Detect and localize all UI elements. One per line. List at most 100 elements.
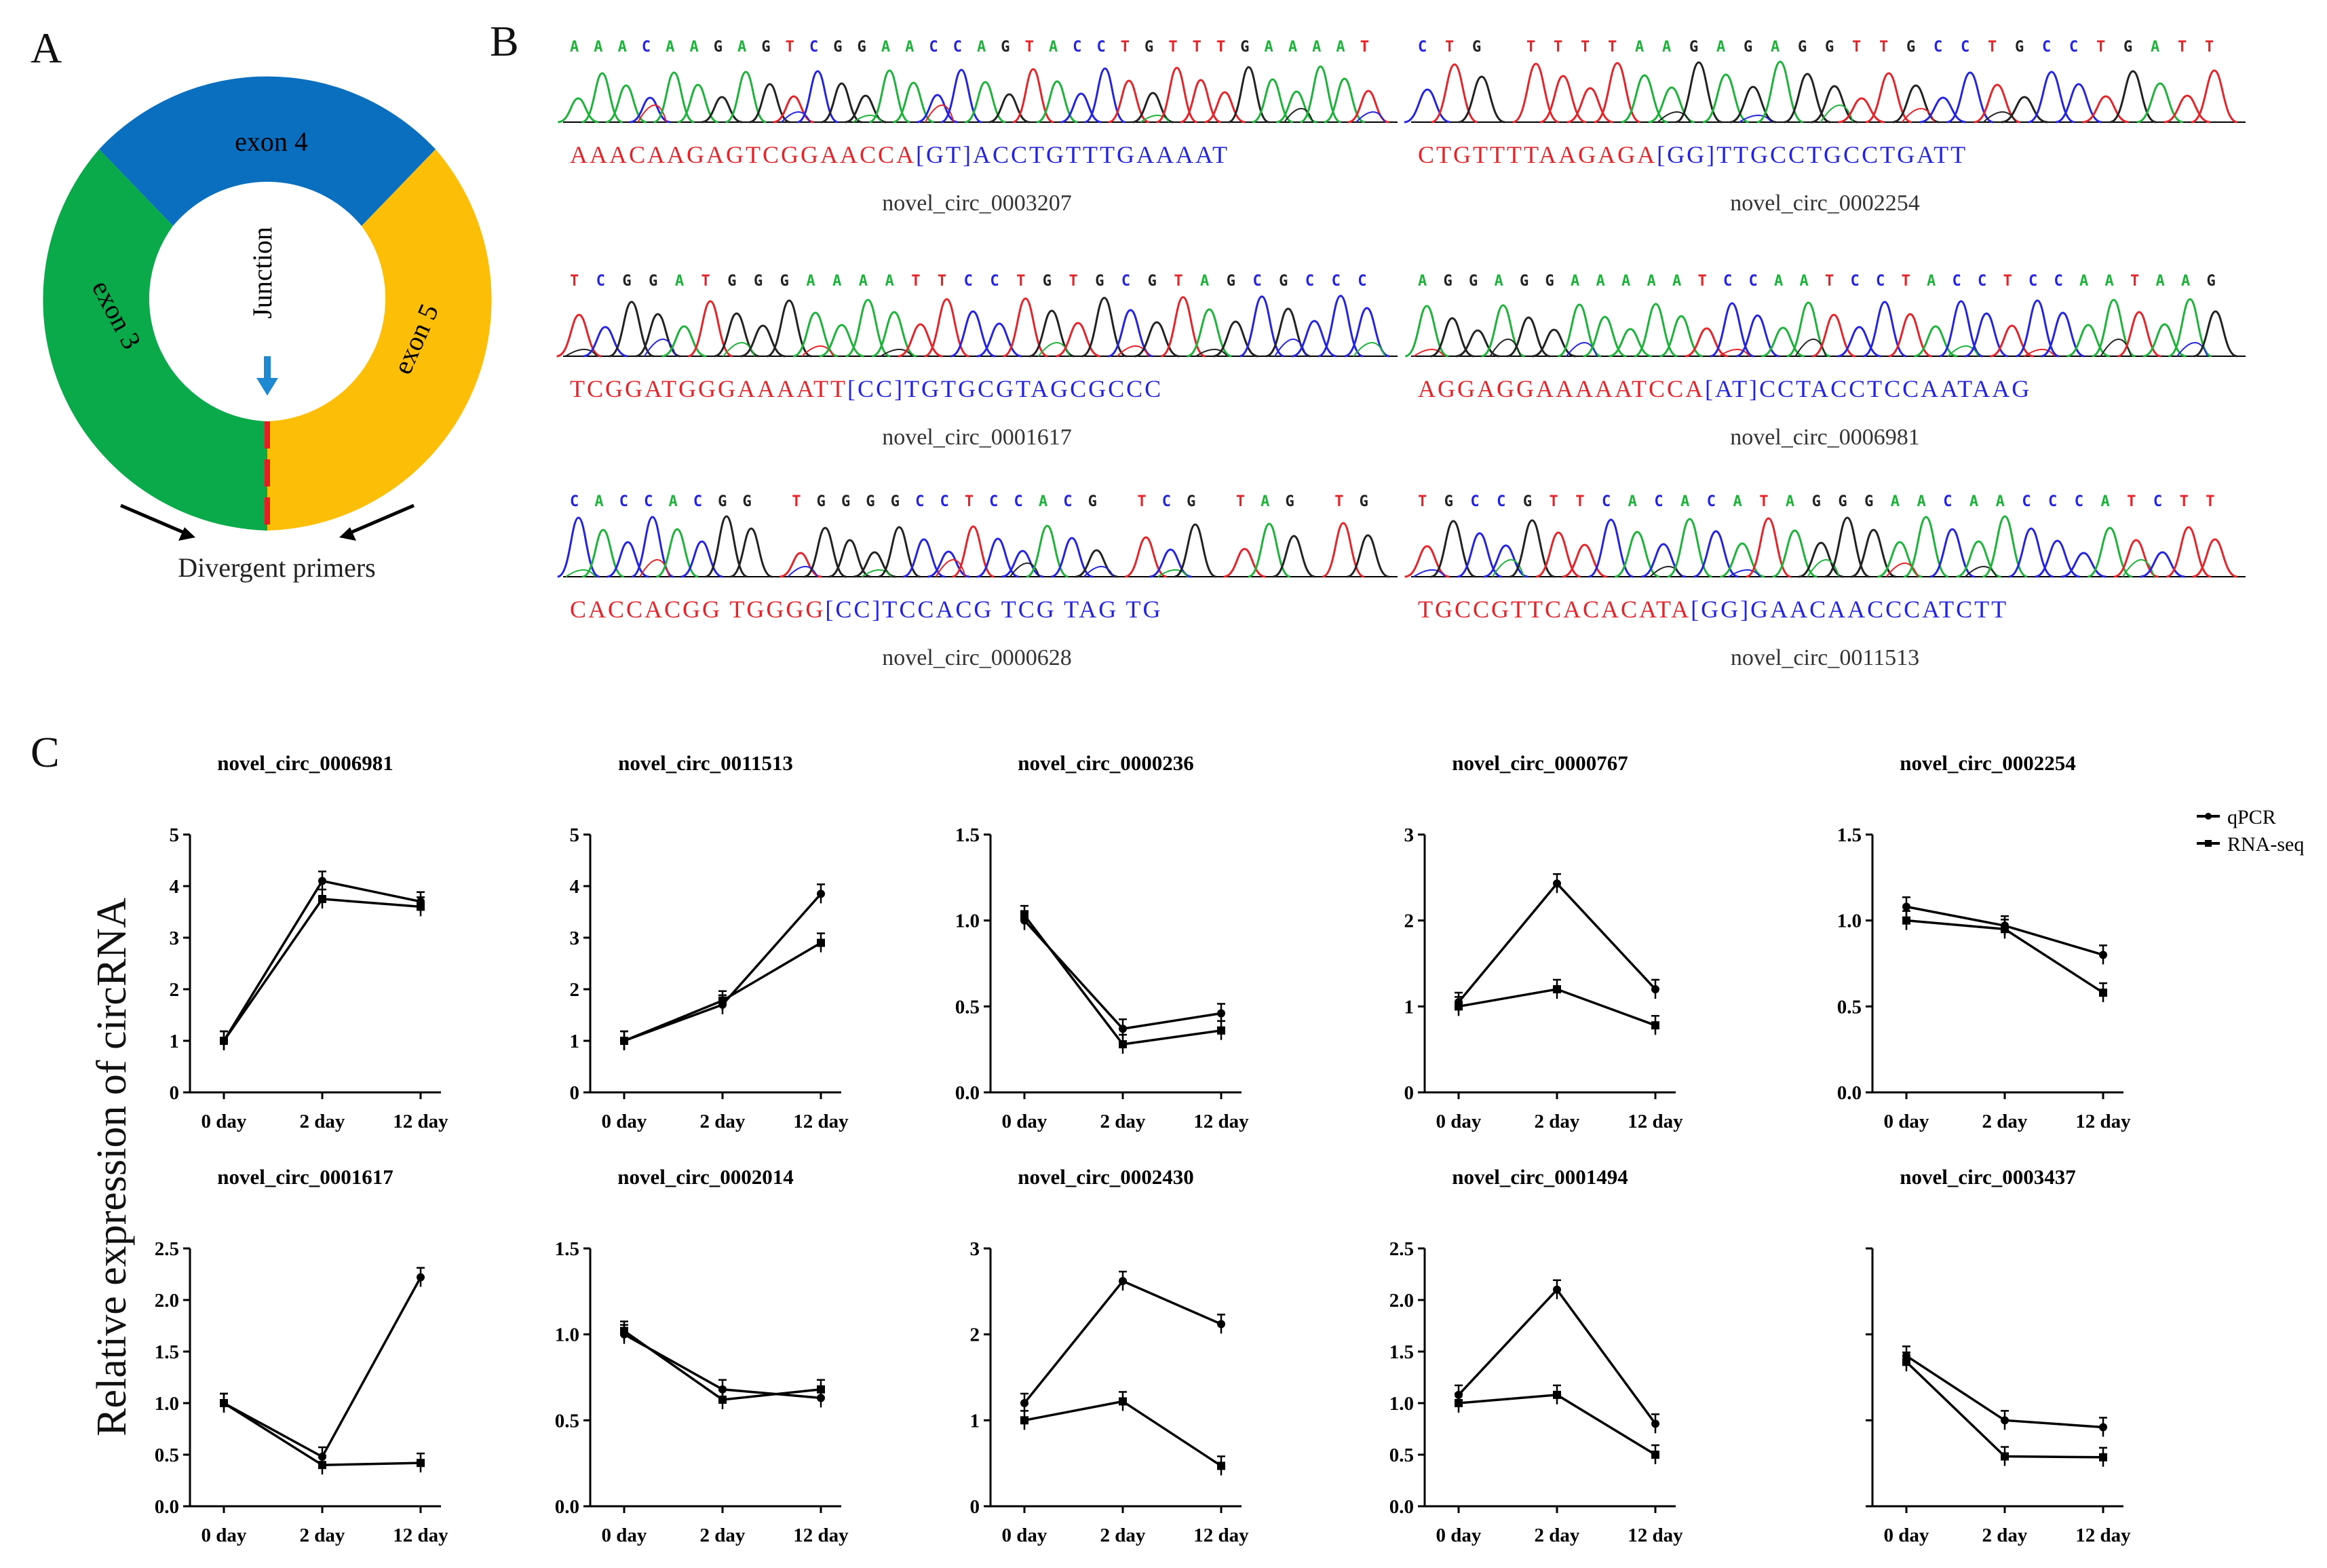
trace-peak [1001,550,1044,578]
data-point-rnaseq [620,1037,628,1045]
trace-peak [1824,516,1870,578]
trace-peak [1888,313,1932,358]
junction-sequence: TGCCGTTCACACATA[GG]GAACAACCCATCTT [1418,596,2008,623]
y-tick-label: 5 [570,824,580,846]
x-tick-label: 2 day [1982,1525,2028,1546]
trace-peak [1539,75,1587,123]
y-tick-label: 0 [170,1082,180,1104]
trace-peak [609,301,655,358]
y-tick-label: 0.5 [955,996,980,1018]
trace-peak [1430,520,1476,578]
y-tick-label: 2 [170,979,180,1001]
sequence-trace: A A A C A A G A G T C G G A A C C A G T A C C T G T T T G A A A A T AAACAA… [558,39,1398,216]
trace-peak [1084,67,1126,123]
x-tick-label: 12 day [1628,1111,1683,1132]
trace-peak [1761,326,1805,358]
trace-peak [1675,61,1723,123]
data-point-qpcr [1651,1419,1659,1428]
trace-peak [1506,316,1551,358]
trace-peak [845,94,887,123]
trace-peak [1535,531,1581,578]
series-rnaseq-line [1024,1400,1222,1467]
trace-peak [845,299,891,358]
data-point-qpcr [1217,1009,1225,1018]
legend-qpcr: qPCR [2227,806,2276,828]
x-tick-label: 0 day [1884,1111,1929,1132]
trace-peak [940,69,982,123]
trace-noise [1083,566,1114,577]
trace-peak [1003,297,1049,358]
trace-peak [749,83,791,123]
trace-peak [1055,322,1101,358]
y-tick-label: 0.0 [1837,1082,1862,1104]
trace-peak [1272,535,1315,578]
trace-noise [2100,339,2132,357]
panel-letter-a: A [31,24,62,72]
trace-peak [1862,301,1907,358]
trace-peak [2082,95,2130,123]
series-qpcr-line [623,893,822,1042]
trace-peak [1060,92,1102,123]
trace-peak [1811,313,1856,358]
trace-peak [1964,312,2009,358]
trace-peak [2136,82,2184,123]
trace-noise [1157,569,1189,577]
exon-4-segment [99,76,436,226]
trace-noise [787,566,818,577]
trace-peak [1430,317,1474,358]
trace-peak [2168,298,2212,358]
legend-rnaseq: RNA-seq [2227,833,2304,856]
y-tick-label: 3 [570,928,580,949]
x-tick-label: 12 day [393,1111,448,1132]
y-tick-label: 1 [970,1410,980,1432]
trace-peak [2117,311,2161,358]
trace-peak [655,528,699,578]
trace-peak [1512,62,1560,123]
trace-peak [1299,65,1342,123]
trace-peak [557,516,600,578]
trace-noise [639,559,670,577]
data-point-qpcr [1553,1285,1561,1294]
chart-title: novel_circ_0002014 [617,1165,793,1189]
trace-peak [1877,541,1923,578]
trace-peak [2035,539,2080,578]
trace-peak [1483,544,1528,578]
trace-noise [1885,562,1919,577]
primer-arrow-right-icon [339,503,415,541]
trace-peak [1458,75,1505,123]
y-tick-label: 3 [1404,824,1415,846]
trace-noise [1117,345,1149,357]
trace-peak [1974,83,2021,123]
trace-peak [1026,524,1069,578]
y-tick-label: 5 [170,824,180,846]
trace-noise [924,104,955,123]
data-point-rnaseq [1902,916,1910,925]
trace-peak [1275,90,1318,123]
y-tick-label: 0.5 [1837,996,1862,1018]
panel-letter-b: B [490,17,519,65]
y-tick-label: 1.5 [955,824,980,846]
x-tick-label: 0 day [1002,1111,1047,1132]
y-tick-label: 1.0 [1837,911,1862,932]
trace-peak [828,539,872,578]
data-point-qpcr [817,890,825,898]
x-tick-label: 2 day [1535,1111,1580,1132]
trace-peak [581,529,625,578]
trace-peak [1344,307,1390,358]
y-axis-label: Relative expression of circRNA [89,898,135,1436]
trace-noise [723,342,756,357]
trace-peak [2001,96,2048,123]
trace-peak [976,322,1022,358]
series-qpcr-line [223,1276,422,1459]
trace-noise [1009,562,1040,577]
trace-noise [644,339,676,357]
trace-peak [1324,77,1366,123]
data-point-qpcr [1119,1025,1127,1033]
trace-noise [1140,115,1170,123]
trace-peak [1693,530,1739,578]
trace-peak [766,299,812,358]
trace-peak [1903,516,1949,578]
trace-peak [1566,87,1614,123]
